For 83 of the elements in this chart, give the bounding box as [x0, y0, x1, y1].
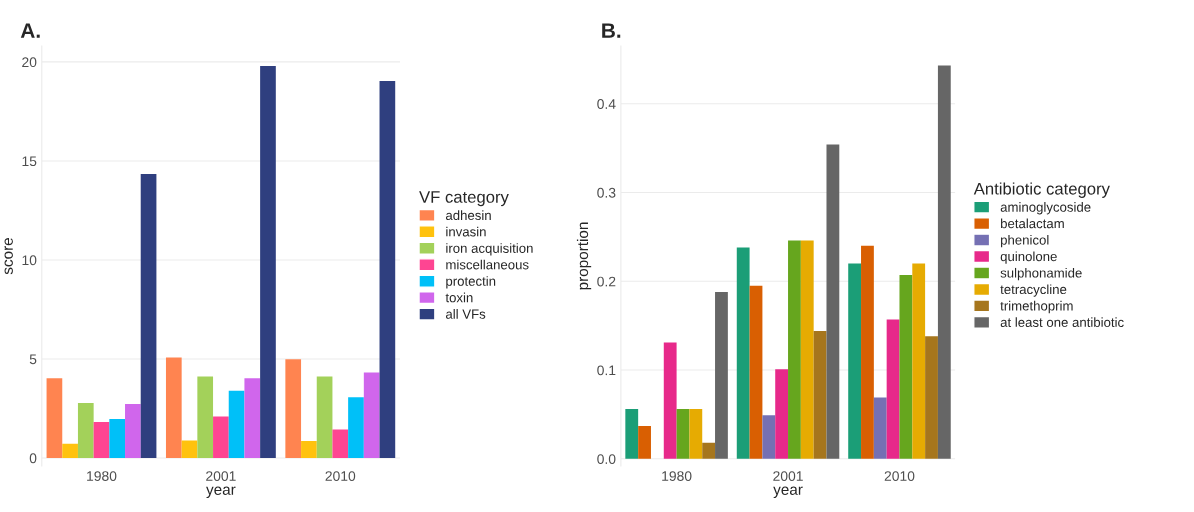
- bar: [676, 409, 690, 459]
- bar: [316, 376, 333, 458]
- y-tick-label: 5: [29, 354, 37, 365]
- y-tick-label: 0.2: [597, 276, 616, 287]
- bar: [332, 429, 349, 458]
- x-tick-label: 1980: [87, 471, 117, 481]
- y-tick-label: 0.1: [597, 365, 616, 376]
- legend-label: adhesin: [445, 210, 491, 221]
- y-axis-title: proportion: [576, 222, 592, 290]
- bar: [861, 245, 874, 459]
- bar: [363, 372, 380, 458]
- bar: [826, 144, 840, 459]
- bar: [848, 263, 862, 459]
- bar: [244, 378, 261, 458]
- x-tick-label: 2001: [206, 471, 236, 481]
- bar: [625, 409, 639, 459]
- legend-label: invasin: [446, 226, 486, 237]
- bar: [886, 319, 900, 459]
- bar: [62, 443, 78, 458]
- legend-label: iron acquisition: [446, 243, 533, 256]
- legend-label: all VFs: [445, 309, 486, 319]
- bar: [140, 174, 157, 458]
- bar: [125, 403, 141, 458]
- bar: [285, 359, 302, 458]
- y-tick-label: 0.0: [597, 454, 616, 464]
- bar: [260, 65, 276, 458]
- legend-label: toxin: [445, 292, 473, 303]
- bar: [165, 357, 182, 458]
- y-tick-label: 0.4: [597, 99, 616, 109]
- legend-label: miscellaneous: [446, 259, 529, 270]
- legend-label: sulphonamide: [1000, 267, 1082, 281]
- x-axis-title: year: [206, 486, 236, 498]
- bar: [663, 342, 677, 459]
- y-tick-label: 0.3: [597, 187, 616, 198]
- bar: [109, 418, 126, 458]
- legend-title: VF category: [419, 191, 509, 207]
- y-tick-label: 20: [22, 57, 37, 68]
- bar: [228, 390, 245, 458]
- bar: [301, 440, 317, 458]
- legend-title: Antibiotic category: [973, 182, 1110, 198]
- x-tick-label: 2010: [884, 471, 915, 481]
- bar: [762, 415, 776, 459]
- bar: [873, 397, 887, 459]
- bar: [925, 336, 938, 459]
- bar: [348, 397, 364, 458]
- bar: [912, 263, 926, 459]
- x-tick-label: 2001: [773, 471, 803, 481]
- bar: [77, 402, 94, 458]
- legend-label: tetracycline: [1000, 284, 1067, 297]
- y-tick-label: 15: [22, 156, 37, 167]
- x-axis-title: year: [773, 486, 803, 498]
- bar: [702, 442, 716, 459]
- legend-label: protectin: [446, 276, 496, 289]
- bar: [379, 80, 396, 458]
- x-tick-label: 2010: [325, 471, 356, 481]
- bar: [197, 376, 214, 458]
- bar: [736, 247, 750, 459]
- bar: [93, 421, 110, 458]
- legend-label: phenicol: [1001, 235, 1049, 248]
- bar: [899, 275, 913, 459]
- bar: [788, 240, 801, 459]
- bar: [638, 425, 651, 459]
- bar: [749, 285, 763, 459]
- bar: [213, 416, 229, 458]
- y-axis-title: score: [4, 238, 13, 275]
- bar: [775, 369, 789, 459]
- bar: [813, 331, 827, 459]
- legend-label: at least one antibiotic: [1000, 317, 1124, 327]
- bar: [715, 291, 728, 459]
- bar: [689, 409, 703, 459]
- bar: [937, 65, 951, 459]
- legend-label: betalactam: [1001, 218, 1064, 229]
- x-tick-label: 1980: [662, 471, 692, 481]
- chart-title: B.: [602, 23, 621, 38]
- bar: [46, 378, 63, 458]
- bar: [181, 440, 198, 458]
- y-tick-label: 0: [29, 453, 37, 464]
- y-tick-label: 10: [22, 255, 37, 266]
- legend-label: trimethoprim: [1000, 300, 1073, 314]
- chart-title: A.: [20, 23, 40, 38]
- legend-label: quinolone: [1000, 251, 1057, 264]
- bar: [800, 240, 814, 459]
- legend-label: aminoglycoside: [1000, 202, 1091, 215]
